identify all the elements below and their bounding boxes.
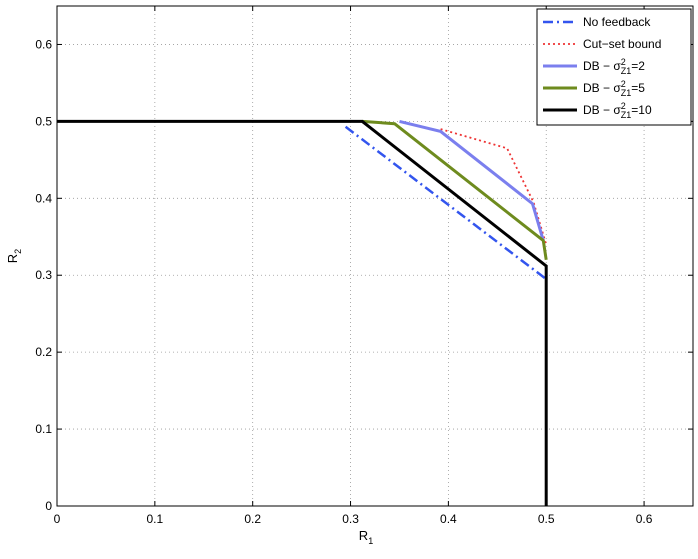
y-tick-label: 0.4 bbox=[35, 191, 52, 205]
legend-label-5: DB − σ2 Z1=10 bbox=[583, 101, 652, 120]
axes-box bbox=[56, 5, 694, 507]
legend-label-4: DB − σ2 Z1=5 bbox=[583, 79, 645, 98]
y-tick-label: 0.1 bbox=[35, 422, 52, 436]
x-tick-label: 0.4 bbox=[440, 512, 457, 526]
y-axis-label: R2 bbox=[5, 249, 23, 263]
x-tick-label: 0.3 bbox=[342, 512, 359, 526]
legend-label-1: No feedback bbox=[583, 15, 651, 29]
legend-label-3: DB − σ2 Z1=2 bbox=[583, 57, 645, 76]
series-line-1 bbox=[344, 125, 547, 281]
series-line-5 bbox=[57, 119, 548, 506]
y-tick-label: 0 bbox=[45, 499, 52, 513]
y-axis-label-sub: 2 bbox=[13, 249, 23, 254]
series-line-2 bbox=[440, 128, 548, 245]
x-tick-label: 0.6 bbox=[636, 512, 653, 526]
x-tick-label: 0.1 bbox=[147, 512, 164, 526]
y-tick-label: 0.3 bbox=[35, 268, 52, 282]
x-axis-label: R1 bbox=[359, 528, 373, 546]
series-line-3 bbox=[399, 119, 545, 242]
series-layer bbox=[57, 119, 548, 506]
y-tick-label: 0.2 bbox=[35, 345, 52, 359]
ticks: 0 0.1 0.2 0.3 0.4 0.5 0.6 0 0.1 0.2 0.3 0.4 0.5 0.6 bbox=[35, 6, 693, 526]
x-axis-label-sub: 1 bbox=[368, 536, 373, 546]
axis-labels: R1 R2 bbox=[5, 249, 373, 546]
x-tick-label: 0 bbox=[54, 512, 61, 526]
x-tick-label: 0.5 bbox=[538, 512, 555, 526]
legend-label-2: Cut−set bound bbox=[583, 37, 661, 51]
y-tick-label: 0.6 bbox=[35, 37, 52, 51]
y-tick-label: 0.5 bbox=[35, 114, 52, 128]
series-line-4 bbox=[362, 119, 548, 261]
x-tick-label: 0.2 bbox=[244, 512, 261, 526]
legend: No feedback Cut−set bound DB − σ2 Z1=2 DB − … bbox=[536, 8, 692, 126]
